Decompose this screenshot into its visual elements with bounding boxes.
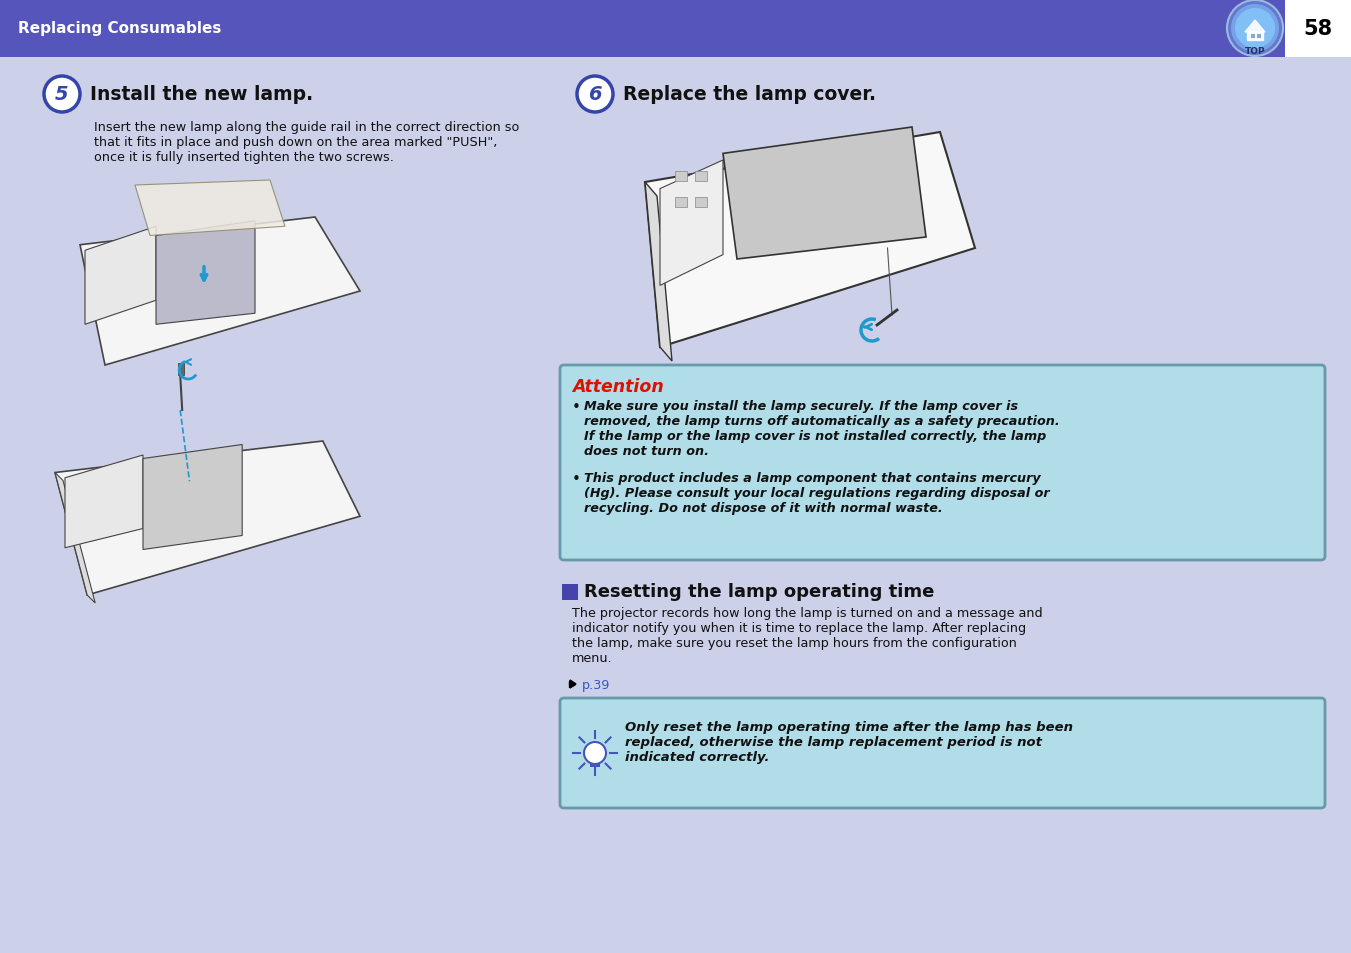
Bar xyxy=(0,0,1351,58)
Text: Install the new lamp.: Install the new lamp. xyxy=(91,86,313,105)
Bar xyxy=(178,364,184,375)
Text: TOP: TOP xyxy=(1244,47,1266,56)
Polygon shape xyxy=(644,183,671,361)
Text: The projector records how long the lamp is turned on and a message and
indicator: The projector records how long the lamp … xyxy=(571,606,1043,664)
Bar xyxy=(1251,35,1255,39)
Polygon shape xyxy=(80,218,359,366)
FancyBboxPatch shape xyxy=(561,699,1325,808)
Polygon shape xyxy=(644,132,975,348)
Polygon shape xyxy=(143,445,242,550)
Text: Insert the new lamp along the guide rail in the correct direction so
that it fit: Insert the new lamp along the guide rail… xyxy=(95,121,519,164)
Text: Replace the lamp cover.: Replace the lamp cover. xyxy=(623,86,875,105)
Text: Make sure you install the lamp securely. If the lamp cover is
removed, the lamp : Make sure you install the lamp securely.… xyxy=(584,399,1059,457)
Polygon shape xyxy=(155,221,255,325)
Circle shape xyxy=(1227,1,1283,57)
Text: Attention: Attention xyxy=(571,377,663,395)
Text: Resetting the lamp operating time: Resetting the lamp operating time xyxy=(584,582,935,600)
Circle shape xyxy=(584,742,607,764)
Polygon shape xyxy=(1246,21,1265,33)
Polygon shape xyxy=(723,128,925,260)
Bar xyxy=(1285,0,1351,58)
Bar xyxy=(694,198,707,208)
Text: Replacing Consumables: Replacing Consumables xyxy=(18,22,222,36)
Polygon shape xyxy=(1247,33,1263,41)
Bar xyxy=(676,172,688,182)
Text: 6: 6 xyxy=(588,86,601,105)
Circle shape xyxy=(45,77,80,112)
Text: •: • xyxy=(571,472,581,486)
Bar xyxy=(694,172,707,182)
FancyBboxPatch shape xyxy=(561,366,1325,560)
Bar xyxy=(676,198,688,208)
Text: Only reset the lamp operating time after the lamp has been
replaced, otherwise t: Only reset the lamp operating time after… xyxy=(626,720,1073,763)
Text: p.39: p.39 xyxy=(582,679,611,691)
Circle shape xyxy=(577,77,613,112)
Polygon shape xyxy=(55,473,95,603)
Text: 5: 5 xyxy=(55,86,69,105)
Polygon shape xyxy=(65,456,143,548)
Bar xyxy=(562,584,578,600)
Bar xyxy=(1256,35,1260,39)
Circle shape xyxy=(1235,9,1275,49)
Polygon shape xyxy=(661,161,723,286)
Polygon shape xyxy=(55,441,359,596)
Polygon shape xyxy=(135,181,285,236)
Bar xyxy=(590,763,600,767)
Text: This product includes a lamp component that contains mercury
(Hg). Please consul: This product includes a lamp component t… xyxy=(584,472,1050,515)
Circle shape xyxy=(1231,5,1279,53)
Text: 58: 58 xyxy=(1304,19,1332,39)
Text: •: • xyxy=(571,399,581,415)
Polygon shape xyxy=(85,227,155,325)
Polygon shape xyxy=(570,680,576,688)
